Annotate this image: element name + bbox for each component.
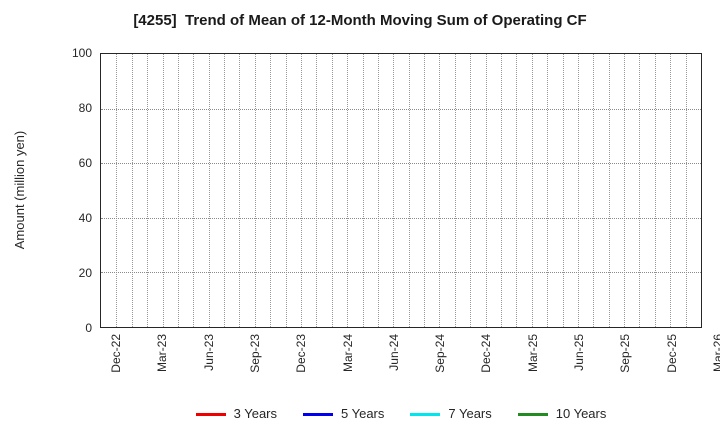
x-tick-label: Dec-23 (294, 334, 309, 373)
legend-label: 7 Years (448, 406, 492, 421)
y-axis-label: Amount (million yen) (12, 130, 27, 250)
vertical-gridline (470, 54, 472, 327)
x-tick-label: Sep-25 (618, 334, 633, 373)
x-tick-label: Dec-24 (479, 334, 494, 373)
vertical-gridline (208, 54, 210, 327)
vertical-gridline (347, 54, 349, 327)
y-tick-label: 0 (85, 321, 92, 335)
y-tick-label: 20 (78, 266, 92, 280)
x-tick-label: Sep-24 (433, 334, 448, 373)
legend-line-swatch (410, 412, 441, 416)
vertical-gridline (116, 54, 118, 327)
legend-label: 5 Years (341, 406, 385, 421)
legend-item: 7 Years (410, 406, 492, 422)
legend-label: 10 Years (555, 406, 607, 421)
vertical-gridline (254, 54, 256, 327)
vertical-gridline (362, 54, 364, 327)
vertical-gridline (608, 54, 610, 327)
vertical-gridline (624, 54, 626, 327)
vertical-gridline (224, 54, 226, 327)
vertical-gridline (670, 54, 672, 327)
legend-label: 3 Years (233, 406, 277, 421)
legend-item: 10 Years (517, 406, 607, 422)
y-tick-label: 80 (78, 101, 92, 115)
vertical-gridline (593, 54, 595, 327)
legend-line-swatch (195, 412, 226, 416)
plot-area (100, 53, 702, 328)
vertical-gridline (439, 54, 441, 327)
vertical-gridline (316, 54, 318, 327)
vertical-gridline (147, 54, 149, 327)
vertical-gridline (193, 54, 195, 327)
y-tick-label: 100 (71, 46, 92, 60)
x-tick-label: Dec-25 (664, 334, 679, 373)
x-tick-label: Jun-25 (572, 334, 587, 371)
x-tick-label: Mar-23 (155, 334, 170, 373)
chart-title: [4255] Trend of Mean of 12-Month Moving … (133, 12, 587, 29)
vertical-gridline (531, 54, 533, 327)
vertical-gridline (424, 54, 426, 327)
vertical-gridline (485, 54, 487, 327)
legend-line-swatch (303, 412, 333, 416)
vertical-gridline (162, 54, 164, 327)
y-tick-label: 40 (78, 211, 92, 225)
vertical-gridline (377, 54, 379, 327)
legend-item: 3 Years (195, 406, 277, 422)
vertical-gridline (270, 54, 272, 327)
vertical-gridline (454, 54, 456, 327)
vertical-gridline (393, 54, 395, 327)
vertical-gridline (639, 54, 641, 327)
y-tick-label: 60 (78, 156, 92, 170)
vertical-gridline (562, 54, 564, 327)
x-tick-label: Dec-22 (109, 334, 123, 373)
horizontal-gridline (101, 108, 701, 110)
vertical-gridline (177, 54, 179, 327)
x-tick-label: Mar-26 (711, 334, 720, 373)
vertical-gridline (285, 54, 287, 327)
horizontal-gridline (101, 217, 701, 219)
x-tick-label: Jun-24 (386, 334, 401, 371)
vertical-gridline (547, 54, 549, 327)
x-tick-label: Mar-25 (525, 334, 540, 373)
x-tick-label: Jun-23 (201, 334, 216, 371)
chart-legend: 3 Years 5 Years 7 Years 10 Years (100, 403, 702, 425)
vertical-gridline (301, 54, 302, 327)
vertical-gridline (239, 54, 241, 327)
x-tick-label: Sep-23 (247, 334, 262, 373)
horizontal-gridline (101, 163, 701, 165)
vertical-gridline (685, 54, 687, 327)
x-tick-label: Mar-24 (340, 334, 355, 373)
vertical-gridline (577, 54, 579, 327)
horizontal-gridline (101, 272, 701, 274)
vertical-gridline (408, 54, 410, 327)
vertical-gridline (516, 54, 518, 327)
vertical-gridline (131, 54, 133, 327)
vertical-gridline (501, 54, 502, 327)
vertical-gridline (654, 54, 656, 327)
legend-line-swatch (517, 412, 548, 416)
legend-item: 5 Years (303, 406, 384, 422)
vertical-gridline (331, 54, 333, 327)
